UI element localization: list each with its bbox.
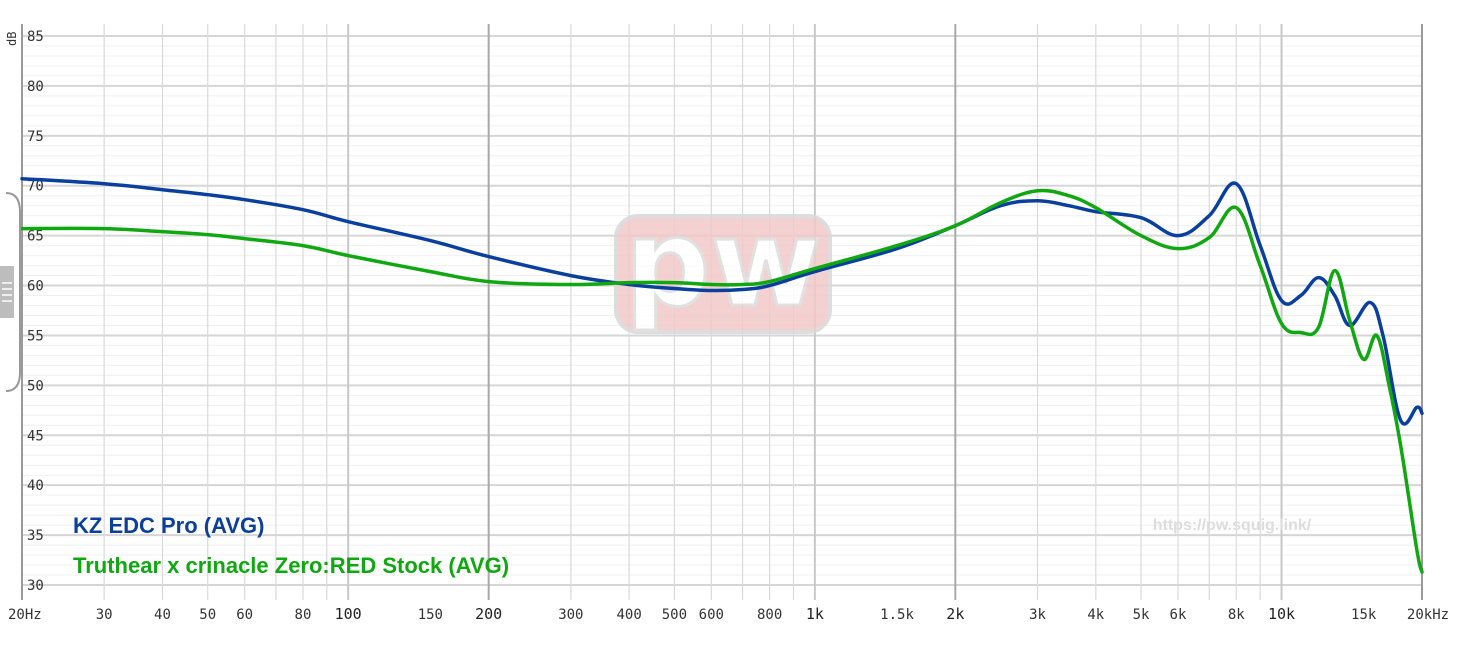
logo-text: pw — [625, 195, 822, 334]
series-lines — [20, 176, 1424, 574]
x-tick-label: 20Hz — [8, 607, 42, 623]
series-line-2 — [20, 188, 1424, 574]
y-axis-label: dB — [5, 32, 19, 46]
y-tick-label: 60 — [27, 279, 44, 295]
x-tick-label: 10k — [1268, 605, 1295, 623]
y-tick-label: 80 — [27, 79, 44, 95]
y-tick-label: 70 — [27, 179, 44, 195]
x-tick-label: 40 — [154, 607, 171, 623]
y-tick-label: 45 — [27, 428, 44, 444]
watermark-url: https://pw.squig.link/ — [1153, 517, 1312, 534]
y-tick-label: 30 — [27, 578, 44, 594]
x-tick-label: 8k — [1228, 607, 1245, 623]
y-scale-drag-handle[interactable] — [0, 192, 21, 392]
x-tick-label: 50 — [199, 607, 216, 623]
x-tick-label: 800 — [757, 607, 782, 623]
axis-ticks: 85 80 75 70 65 60 55 50 45 40 35 30 20Hz 30 40 50 60 80 10… — [8, 29, 1449, 623]
x-tick-label: 1.5k — [880, 607, 914, 623]
x-tick-label: 400 — [616, 607, 641, 623]
legend-series-2: Truthear x crinacle Zero:RED Stock (AVG) — [73, 553, 509, 578]
y-tick-label: 40 — [27, 478, 44, 494]
x-tick-label: 100 — [335, 605, 362, 623]
handle-grip[interactable] — [0, 266, 14, 318]
y-tick-label: 85 — [27, 29, 44, 45]
x-tick-label: 20kHz — [1407, 607, 1449, 623]
x-tick-label: 150 — [418, 607, 443, 623]
y-tick-label: 75 — [27, 129, 44, 145]
y-tick-label: 50 — [27, 378, 44, 394]
x-tick-label: 4k — [1087, 607, 1104, 623]
x-tick-label: 200 — [475, 605, 502, 623]
x-tick-label: 60 — [236, 607, 253, 623]
y-tick-label: 35 — [27, 528, 44, 544]
legend-series-1: KZ EDC Pro (AVG) — [73, 513, 264, 538]
x-tick-label: 15k — [1351, 607, 1377, 623]
y-tick-label: 55 — [27, 328, 44, 344]
x-tick-label: 80 — [295, 607, 312, 623]
x-tick-label: 6k — [1170, 607, 1187, 623]
x-tick-label: 3k — [1029, 607, 1046, 623]
y-tick-label: 65 — [27, 229, 44, 245]
x-tick-label: 1k — [806, 605, 824, 623]
x-tick-label: 500 — [662, 607, 687, 623]
x-tick-label: 30 — [96, 607, 113, 623]
x-tick-label: 300 — [558, 607, 583, 623]
series-line-1 — [20, 176, 1424, 426]
pw-logo-watermark: pw — [614, 194, 832, 336]
x-tick-label: 5k — [1133, 607, 1150, 623]
x-tick-label: 600 — [699, 607, 724, 623]
grid — [21, 24, 1423, 600]
x-tick-label: 2k — [946, 605, 964, 623]
